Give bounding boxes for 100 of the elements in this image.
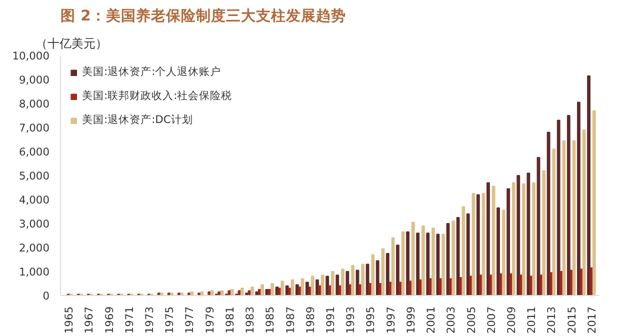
- bar: [336, 274, 340, 296]
- bar: [436, 234, 440, 296]
- bar: [406, 231, 410, 296]
- bar: [220, 290, 224, 296]
- x-tick-label: 1977: [183, 306, 196, 334]
- legend-label: 美国:退休资产:DC计划: [82, 113, 193, 127]
- x-tick-label: 1969: [102, 306, 116, 334]
- y-tick-label: 6,000: [18, 146, 50, 158]
- bar: [456, 217, 460, 296]
- bar: [421, 225, 425, 296]
- x-tick-label: 2013: [545, 306, 558, 334]
- bar: [426, 232, 430, 296]
- bar: [542, 170, 546, 296]
- x-tick-label: 2005: [464, 306, 478, 334]
- x-tick-label: 1967: [82, 306, 96, 334]
- x-tick-label: 1989: [304, 306, 317, 334]
- bar: [361, 264, 365, 296]
- x-tick-label: 1993: [344, 306, 358, 334]
- bar: [546, 132, 550, 296]
- bar: [386, 253, 390, 296]
- y-tick-label: 4,000: [18, 194, 50, 206]
- x-tick-label: 1971: [122, 306, 136, 334]
- y-tick-label: 1,000: [18, 266, 50, 278]
- bar: [160, 292, 164, 296]
- bar: [492, 186, 496, 296]
- x-tick-label: 1995: [364, 306, 378, 334]
- x-tick-label: 2001: [424, 306, 438, 334]
- x-tick-label: 1981: [223, 306, 236, 334]
- x-tick-label: 1983: [244, 306, 257, 334]
- x-tick-label: 2007: [484, 306, 498, 334]
- x-tick-label: 2017: [585, 306, 598, 334]
- bar: [506, 188, 510, 296]
- bar: [170, 292, 174, 296]
- bar: [180, 292, 184, 296]
- legend-label: 美国:联邦财政收入:社会保险税: [82, 89, 232, 103]
- bar: [512, 182, 516, 296]
- bar: [582, 129, 586, 296]
- bar: [526, 172, 530, 296]
- bar: [230, 289, 234, 296]
- x-tick-label: 1997: [384, 306, 398, 334]
- chart-title: 图 2：美国养老保险制度三大支柱发展趋势: [60, 6, 346, 24]
- bar: [522, 183, 526, 296]
- x-tick-label: 1965: [62, 306, 76, 334]
- bar: [376, 260, 380, 296]
- bar: [552, 148, 556, 296]
- bar: [270, 283, 274, 296]
- bar: [200, 291, 204, 296]
- bar: [462, 206, 466, 296]
- bar: [502, 210, 506, 296]
- x-tick-label: 2009: [505, 306, 518, 334]
- bar: [190, 291, 194, 296]
- bar: [260, 284, 264, 296]
- y-tick-label: 7,000: [18, 122, 50, 134]
- bar: [486, 182, 490, 296]
- bar: [351, 265, 354, 296]
- x-tick-label: 1987: [284, 306, 297, 334]
- bar: [401, 231, 405, 296]
- bar: [346, 271, 350, 296]
- x-tick-label: 1975: [163, 306, 176, 334]
- y-tick-label: 2,000: [18, 242, 50, 254]
- x-tick-label: 1985: [264, 306, 277, 334]
- bar: [532, 182, 536, 296]
- x-tick-label: 1979: [203, 306, 216, 334]
- bar: [587, 75, 590, 296]
- x-tick-label: 1999: [404, 306, 418, 334]
- x-tick-label: 1991: [324, 306, 337, 334]
- x-tick-label: 2015: [565, 306, 578, 334]
- bar: [442, 234, 446, 296]
- legend-label: 美国:退休资产:个人退休账户: [82, 65, 222, 79]
- y-tick-label: 0: [42, 290, 50, 302]
- bar: [516, 175, 520, 296]
- bar: [496, 207, 500, 296]
- bar: [326, 276, 330, 296]
- bar: [371, 254, 375, 296]
- x-tick-label: 1973: [142, 306, 156, 334]
- y-tick-label: 10,000: [12, 50, 50, 62]
- y-axis-title: （十亿美元）: [36, 36, 108, 50]
- y-tick-label: 3,000: [18, 218, 50, 230]
- bar: [432, 228, 435, 296]
- bar: [556, 120, 560, 296]
- bar: [592, 110, 596, 296]
- x-tick-label: 2003: [444, 306, 458, 334]
- bar: [310, 276, 314, 296]
- y-tick-label: 8,000: [18, 98, 50, 110]
- bar: [411, 222, 415, 296]
- bar: [566, 115, 570, 296]
- y-tick-label: 5,000: [18, 170, 50, 182]
- bar: [452, 220, 456, 296]
- bar: [416, 232, 420, 296]
- bar: [250, 286, 254, 296]
- y-tick-label: 9,000: [18, 74, 50, 86]
- bar: [466, 213, 470, 296]
- bar: [280, 280, 284, 296]
- bar: [396, 244, 400, 296]
- bar: [320, 274, 324, 296]
- bar: [341, 268, 344, 296]
- bar: [476, 194, 480, 296]
- bar: [240, 288, 244, 296]
- bar: [577, 102, 580, 296]
- bar: [330, 271, 334, 296]
